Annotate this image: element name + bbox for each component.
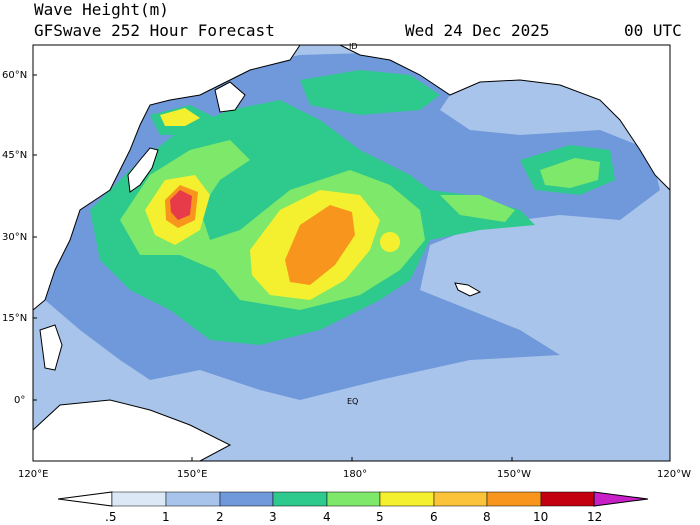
dateline-label: ID	[349, 42, 358, 51]
land-philippines	[39, 324, 63, 371]
wave-band-5-6m-spot	[380, 232, 400, 252]
wave-band-4-5m-east	[540, 158, 600, 188]
land-asia	[32, 44, 301, 312]
legend-swatch-10-12	[540, 491, 595, 507]
wave-band-4-5m-mid	[440, 195, 515, 222]
equator-label: EQ	[347, 397, 358, 406]
legend-swatch-0-5-1	[111, 491, 167, 507]
lon-label-180: 180°	[343, 469, 367, 480]
legend-tick-1: 1	[162, 510, 170, 524]
lat-label-30n: 30°N	[2, 232, 27, 243]
wave-band-5-6m-north	[160, 108, 200, 126]
legend-swatch-1-2	[165, 491, 221, 507]
legend-swatch-4-5	[326, 491, 381, 507]
legend-tick-10: 10	[533, 510, 548, 524]
legend-tick-6: 6	[430, 510, 438, 524]
land-alaska	[339, 44, 671, 192]
legend-tick-4: 4	[323, 510, 331, 524]
lon-label-150e: 150°E	[177, 469, 207, 480]
lon-label-120w: 120°W	[657, 469, 691, 480]
lat-label-0: 0°	[14, 395, 25, 406]
lat-label-45n: 45°N	[2, 150, 27, 161]
legend-swatch-6-8	[433, 491, 488, 507]
legend-low-arrow	[57, 491, 113, 507]
wave-band-3-4m-north	[300, 70, 440, 115]
legend-tick-3: 3	[269, 510, 277, 524]
lon-label-150w: 150°W	[497, 469, 531, 480]
legend-swatch-3-4	[272, 491, 328, 507]
wave-band-8-10m	[170, 190, 192, 220]
land-japan	[127, 147, 159, 193]
legend-tick-8: 8	[483, 510, 491, 524]
forecast-time: 00 UTC	[624, 21, 682, 40]
lat-label-15n: 15°N	[2, 313, 27, 324]
legend-swatch-8-10	[486, 491, 542, 507]
legend-tick-0-5: .5	[105, 510, 116, 524]
color-legend: .5 1 2 3 4 5 6 8 10 12	[57, 491, 649, 524]
lat-label-60n: 60°N	[2, 70, 27, 81]
map-field	[32, 44, 671, 462]
legend-high-arrow	[593, 491, 649, 507]
legend-tick-2: 2	[216, 510, 224, 524]
wave-band-6-8m	[285, 205, 355, 285]
legend-tick-5: 5	[376, 510, 384, 524]
lon-label-120e: 120°E	[18, 469, 48, 480]
axis-ticks	[33, 74, 513, 461]
legend-swatch-5-6	[379, 491, 435, 507]
land-kamchatka	[214, 81, 246, 113]
forecast-date: Wed 24 Dec 2025	[405, 21, 550, 40]
legend-tick-12: 12	[587, 510, 602, 524]
forecast-subtitle: GFSwave 252 Hour Forecast	[34, 21, 275, 40]
legend-swatch-2-3	[219, 491, 274, 507]
land-hawaii	[454, 282, 482, 297]
map-title: Wave Height(m)	[34, 0, 169, 19]
